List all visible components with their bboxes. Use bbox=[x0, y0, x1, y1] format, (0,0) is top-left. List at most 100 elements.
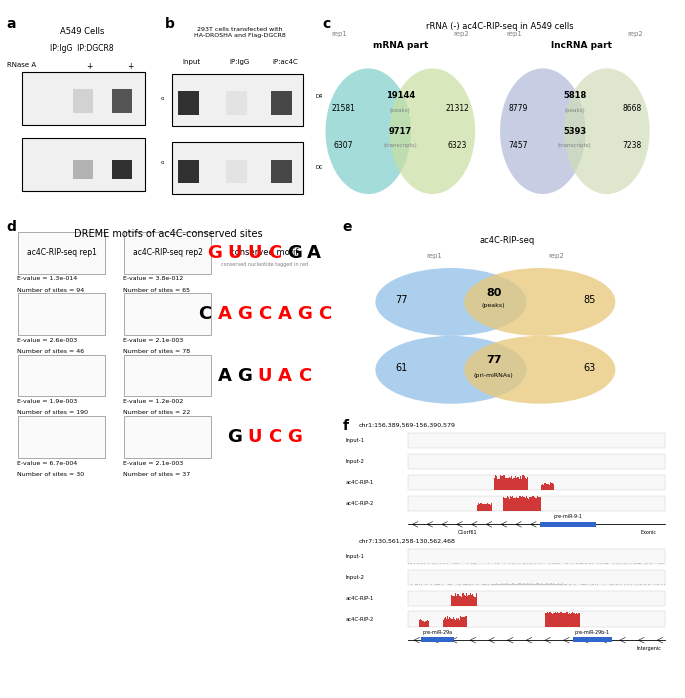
Text: chr1:156,389,569-156,390,579: chr1:156,389,569-156,390,579 bbox=[359, 423, 456, 428]
FancyBboxPatch shape bbox=[504, 498, 505, 511]
Text: 61: 61 bbox=[395, 363, 408, 373]
FancyBboxPatch shape bbox=[507, 496, 508, 511]
FancyBboxPatch shape bbox=[438, 584, 439, 585]
FancyBboxPatch shape bbox=[518, 584, 519, 585]
FancyBboxPatch shape bbox=[566, 611, 567, 627]
FancyBboxPatch shape bbox=[550, 612, 551, 627]
FancyBboxPatch shape bbox=[528, 584, 530, 585]
FancyBboxPatch shape bbox=[427, 621, 428, 627]
FancyBboxPatch shape bbox=[418, 563, 419, 564]
FancyBboxPatch shape bbox=[557, 612, 558, 627]
FancyBboxPatch shape bbox=[548, 613, 549, 627]
FancyBboxPatch shape bbox=[634, 563, 635, 564]
FancyBboxPatch shape bbox=[521, 498, 523, 511]
FancyBboxPatch shape bbox=[551, 584, 552, 585]
FancyBboxPatch shape bbox=[423, 621, 424, 627]
FancyBboxPatch shape bbox=[517, 477, 518, 490]
FancyBboxPatch shape bbox=[527, 498, 528, 511]
FancyBboxPatch shape bbox=[445, 617, 446, 627]
FancyBboxPatch shape bbox=[489, 504, 490, 511]
Text: 7238: 7238 bbox=[622, 142, 641, 150]
FancyBboxPatch shape bbox=[614, 584, 615, 585]
FancyBboxPatch shape bbox=[512, 479, 513, 490]
FancyBboxPatch shape bbox=[422, 621, 423, 627]
FancyBboxPatch shape bbox=[527, 477, 528, 490]
FancyBboxPatch shape bbox=[466, 594, 467, 606]
FancyBboxPatch shape bbox=[421, 621, 422, 627]
Text: 21312: 21312 bbox=[445, 104, 469, 112]
FancyBboxPatch shape bbox=[460, 616, 462, 627]
FancyBboxPatch shape bbox=[408, 454, 664, 469]
FancyBboxPatch shape bbox=[509, 477, 510, 490]
FancyBboxPatch shape bbox=[511, 477, 512, 490]
FancyBboxPatch shape bbox=[447, 616, 448, 627]
FancyBboxPatch shape bbox=[483, 504, 484, 511]
Text: α-ac4C: α-ac4C bbox=[160, 96, 183, 101]
FancyBboxPatch shape bbox=[506, 584, 507, 585]
FancyBboxPatch shape bbox=[465, 596, 466, 606]
Text: E-value = 1.3e-014: E-value = 1.3e-014 bbox=[16, 276, 77, 281]
FancyBboxPatch shape bbox=[555, 612, 556, 627]
FancyBboxPatch shape bbox=[513, 498, 514, 511]
Text: Input-2: Input-2 bbox=[346, 574, 365, 580]
Text: A: A bbox=[218, 366, 232, 385]
Text: conserved motif: conserved motif bbox=[230, 248, 299, 258]
FancyBboxPatch shape bbox=[521, 479, 523, 490]
FancyBboxPatch shape bbox=[455, 595, 456, 606]
Text: Number of sites = 65: Number of sites = 65 bbox=[123, 288, 190, 292]
FancyBboxPatch shape bbox=[18, 232, 105, 274]
FancyBboxPatch shape bbox=[523, 475, 524, 490]
Text: (transcripts): (transcripts) bbox=[558, 143, 592, 149]
FancyBboxPatch shape bbox=[473, 596, 474, 606]
FancyBboxPatch shape bbox=[172, 142, 303, 194]
Ellipse shape bbox=[325, 68, 411, 194]
FancyBboxPatch shape bbox=[512, 496, 513, 511]
FancyBboxPatch shape bbox=[550, 482, 551, 490]
FancyBboxPatch shape bbox=[508, 496, 509, 511]
Text: Number of sites = 37: Number of sites = 37 bbox=[123, 472, 190, 477]
Text: U: U bbox=[247, 244, 262, 262]
FancyBboxPatch shape bbox=[565, 584, 566, 585]
FancyBboxPatch shape bbox=[537, 496, 538, 511]
Text: 9717: 9717 bbox=[389, 127, 412, 135]
FancyBboxPatch shape bbox=[18, 293, 105, 335]
FancyBboxPatch shape bbox=[464, 595, 465, 606]
FancyBboxPatch shape bbox=[534, 584, 535, 585]
Text: Input-2: Input-2 bbox=[346, 459, 365, 464]
Text: pre-miR-29b-1: pre-miR-29b-1 bbox=[575, 630, 610, 634]
FancyBboxPatch shape bbox=[18, 355, 105, 396]
FancyBboxPatch shape bbox=[505, 478, 506, 490]
Text: A: A bbox=[277, 305, 291, 323]
FancyBboxPatch shape bbox=[22, 72, 145, 125]
FancyBboxPatch shape bbox=[536, 584, 537, 585]
FancyBboxPatch shape bbox=[465, 616, 466, 627]
FancyBboxPatch shape bbox=[526, 496, 527, 511]
FancyBboxPatch shape bbox=[543, 584, 544, 585]
FancyBboxPatch shape bbox=[479, 505, 480, 511]
Text: chr7:130,561,258-130,562,468: chr7:130,561,258-130,562,468 bbox=[359, 539, 456, 544]
FancyBboxPatch shape bbox=[576, 613, 577, 627]
FancyBboxPatch shape bbox=[408, 496, 664, 511]
Text: C: C bbox=[318, 305, 331, 323]
FancyBboxPatch shape bbox=[501, 476, 503, 490]
FancyBboxPatch shape bbox=[520, 584, 521, 585]
FancyBboxPatch shape bbox=[456, 563, 457, 564]
FancyBboxPatch shape bbox=[514, 477, 516, 490]
FancyBboxPatch shape bbox=[553, 613, 554, 627]
FancyBboxPatch shape bbox=[474, 597, 475, 606]
FancyBboxPatch shape bbox=[645, 584, 646, 585]
Text: E-value = 2.6e-003: E-value = 2.6e-003 bbox=[16, 338, 77, 343]
FancyBboxPatch shape bbox=[514, 496, 516, 511]
FancyBboxPatch shape bbox=[453, 595, 455, 606]
Text: 77: 77 bbox=[395, 295, 408, 305]
FancyBboxPatch shape bbox=[491, 503, 493, 511]
FancyBboxPatch shape bbox=[452, 619, 453, 627]
FancyBboxPatch shape bbox=[421, 637, 454, 642]
Text: rep1: rep1 bbox=[332, 31, 348, 37]
FancyBboxPatch shape bbox=[419, 621, 421, 627]
FancyBboxPatch shape bbox=[226, 161, 247, 183]
FancyBboxPatch shape bbox=[524, 475, 525, 490]
Text: U: U bbox=[247, 428, 262, 446]
FancyBboxPatch shape bbox=[451, 595, 452, 606]
FancyBboxPatch shape bbox=[523, 563, 524, 564]
